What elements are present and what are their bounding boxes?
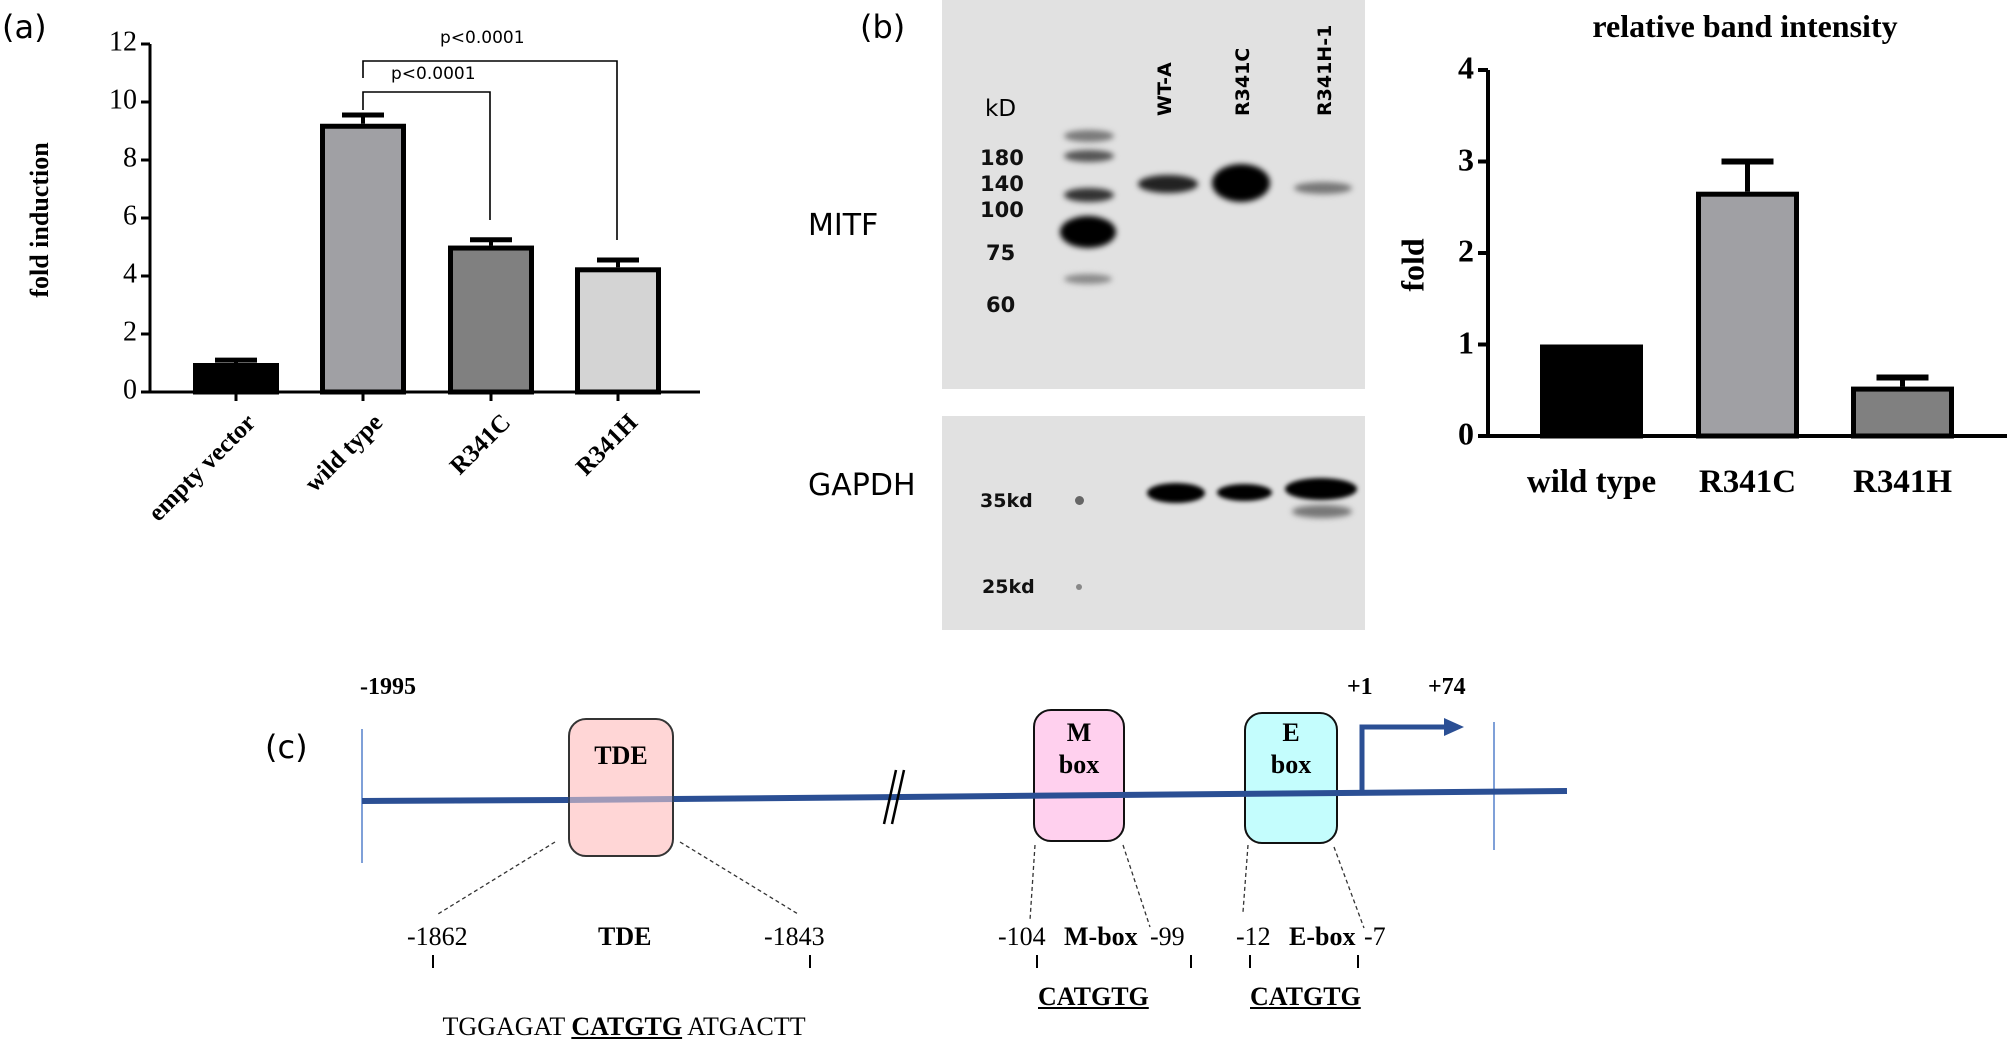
ebox-right-position: -7: [1364, 922, 1386, 951]
ladder-dot: [1075, 496, 1084, 505]
ladder-band: [1064, 188, 1114, 202]
x-category-label: wild type: [1526, 464, 1657, 500]
break-mark-1: [882, 769, 898, 825]
gapdh-band-wt: [1147, 483, 1205, 503]
tde-seq-prefix: TGGAGAT: [442, 1012, 572, 1041]
y-tick-label: 3: [1458, 141, 1474, 178]
end-position-label: +74: [1428, 674, 1466, 700]
promoter-line-overlay: [361, 718, 1568, 968]
y-tick-label: 4: [123, 258, 137, 290]
y-tick-label: 8: [123, 142, 137, 174]
tde-sequence: TGGAGAT CATGTG ATGACTT: [430, 982, 806, 1042]
marker-60: 60: [986, 293, 1016, 317]
tss-position-label: +1: [1347, 674, 1373, 700]
marker-100: 100: [980, 198, 1024, 222]
bar-r341c: [448, 245, 534, 395]
bar-r341h: [575, 267, 661, 395]
bar-wild-type: [1540, 344, 1643, 439]
y-tick-label: 2: [123, 316, 137, 348]
bar-wild-type: [320, 123, 406, 395]
e-box: [1244, 712, 1338, 844]
tde-right-position: -1843: [764, 922, 825, 951]
mitf-band-r341c: [1212, 164, 1270, 202]
ebox-sequence: CATGTG: [1250, 982, 1361, 1011]
promoter-line-left: [361, 797, 569, 804]
significance-bracket-outer: [362, 60, 618, 240]
tde-box: [568, 718, 674, 857]
ladder-band: [1064, 274, 1112, 284]
kd-header: kD: [985, 96, 1017, 122]
mitf-band-r341h: [1294, 182, 1352, 194]
tde-connector-left: [437, 841, 556, 915]
tss-arrow-icon: [1359, 724, 1448, 793]
mbox-sequence: CATGTG: [1038, 982, 1149, 1011]
promoter-line-tde-overlap: [567, 796, 675, 803]
p-value-annotation-inner: p<0.0001: [391, 64, 476, 84]
x-category-label: R341H: [1853, 464, 1952, 500]
tss-arrowhead-icon: [1444, 718, 1464, 736]
m-box-label-1: M: [1066, 718, 1092, 747]
ladder-dot: [1076, 584, 1082, 590]
y-tick-label: 0: [123, 374, 137, 406]
gapdh-blot-image: 35kd 25kd: [942, 416, 1365, 630]
bar-r341c: [1696, 191, 1799, 439]
marker-180: 180: [980, 146, 1024, 170]
significance-bracket-inner: [362, 91, 491, 220]
marker-25kd: 25kd: [982, 576, 1035, 598]
y-tick-label: 12: [109, 26, 137, 58]
tde-detail-title: TDE: [598, 922, 652, 951]
e-box-label-2: box: [1270, 750, 1312, 779]
promoter-diagram: [361, 722, 1495, 863]
panel-b-label: (b): [860, 8, 906, 46]
start-position-label: -1995: [360, 674, 416, 700]
bar-r341h: [1851, 386, 1954, 439]
marker-75: 75: [986, 241, 1016, 265]
fold-induction-chart: [141, 42, 700, 401]
m-box-label-2: box: [1058, 750, 1100, 779]
mbox-connector-right: [1122, 844, 1151, 928]
y-tick-label: 6: [123, 200, 137, 232]
relative-band-intensity-chart: [1478, 68, 2007, 439]
gapdh-band-r341c: [1217, 484, 1272, 501]
ebox-left-position: -12: [1236, 922, 1271, 951]
p-value-annotation-outer: p<0.0001: [440, 28, 525, 48]
y-tick-label: 1: [1458, 324, 1474, 361]
m-box: [1033, 709, 1125, 842]
tde-connector-right: [679, 841, 799, 915]
tde-seq-core: CATGTG: [571, 1012, 683, 1041]
mbox-connector-left: [1029, 844, 1036, 921]
gapdh-label: GAPDH: [808, 468, 916, 503]
e-box-label-1: E: [1282, 718, 1300, 747]
mitf-blot-image: kD 180 140 100 75 60 WT-A R341C R341H-1: [942, 0, 1365, 389]
tde-box-label: TDE: [594, 741, 648, 770]
mbox-left-position: -104: [998, 922, 1046, 951]
y-tick-label: 4: [1458, 49, 1474, 86]
promoter-line-mid: [673, 788, 1568, 802]
chart-b-title: relative band intensity: [1592, 8, 1898, 44]
break-mark-2: [890, 769, 906, 825]
tde-seq-suffix: ATGACTT: [682, 1012, 806, 1041]
marker-140: 140: [980, 172, 1024, 196]
mitf-band-wt: [1138, 175, 1198, 193]
panel-c-label: (c): [265, 728, 308, 766]
ebox-connector-left: [1242, 844, 1249, 913]
gapdh-band-r341h: [1285, 478, 1357, 500]
x-category-label: R341C: [1698, 464, 1797, 500]
ladder-band-75: [1060, 216, 1116, 248]
y-tick-label: 0: [1458, 415, 1474, 452]
ebox-detail-title: E-box: [1289, 922, 1356, 951]
mbox-right-position: -99: [1150, 922, 1185, 951]
mbox-detail-title: M-box: [1064, 922, 1138, 951]
ebox-connector-right: [1333, 846, 1365, 929]
tde-left-position: -1862: [407, 922, 468, 951]
gapdh-band-r341h-lower: [1292, 505, 1352, 518]
ladder-band: [1064, 130, 1114, 142]
panel-a-label: (a): [2, 8, 47, 46]
y-tick-label: 2: [1458, 232, 1474, 269]
mitf-label: MITF: [808, 208, 879, 243]
marker-35kd: 35kd: [980, 490, 1033, 512]
y-tick-label: 10: [109, 84, 137, 116]
ladder-band: [1064, 150, 1114, 162]
